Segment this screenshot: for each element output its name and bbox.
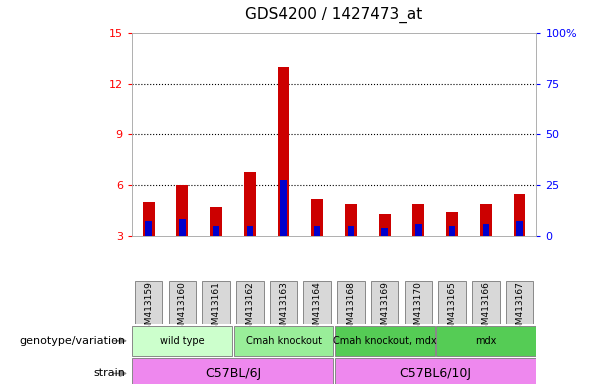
Bar <box>449 226 455 287</box>
FancyBboxPatch shape <box>472 281 500 324</box>
Text: GSM413169: GSM413169 <box>380 281 389 336</box>
Bar <box>413 204 424 287</box>
Text: mdx: mdx <box>475 336 497 346</box>
Text: Cmah knockout, mdx: Cmah knockout, mdx <box>333 336 436 346</box>
Bar <box>348 226 354 287</box>
Text: C57BL6/10J: C57BL6/10J <box>399 367 471 380</box>
FancyBboxPatch shape <box>337 281 365 324</box>
FancyBboxPatch shape <box>169 281 196 324</box>
Bar <box>482 224 489 287</box>
Text: GSM413161: GSM413161 <box>211 281 221 336</box>
Bar <box>480 204 492 287</box>
Bar <box>314 226 321 287</box>
Bar <box>246 226 253 287</box>
Bar <box>345 204 357 287</box>
FancyBboxPatch shape <box>135 281 162 324</box>
Bar <box>280 180 287 287</box>
Bar <box>278 66 289 287</box>
Text: GSM413165: GSM413165 <box>447 281 457 336</box>
Bar <box>436 326 536 356</box>
Text: GSM413170: GSM413170 <box>414 281 423 336</box>
FancyBboxPatch shape <box>371 281 398 324</box>
Bar <box>234 326 333 356</box>
FancyBboxPatch shape <box>405 281 432 324</box>
Bar <box>516 221 523 287</box>
FancyBboxPatch shape <box>438 281 466 324</box>
FancyBboxPatch shape <box>236 281 264 324</box>
Text: wild type: wild type <box>160 336 205 346</box>
Text: GSM413167: GSM413167 <box>515 281 524 336</box>
Text: Cmah knockout: Cmah knockout <box>246 336 321 346</box>
Bar <box>132 358 333 384</box>
Text: strain: strain <box>94 368 126 379</box>
Bar <box>244 172 256 287</box>
Bar <box>335 358 536 384</box>
Text: GSM413163: GSM413163 <box>279 281 288 336</box>
Text: GSM413168: GSM413168 <box>346 281 356 336</box>
FancyBboxPatch shape <box>202 281 230 324</box>
Text: C57BL/6J: C57BL/6J <box>205 367 261 380</box>
Bar <box>446 212 458 287</box>
Bar <box>179 219 186 287</box>
Text: GSM413160: GSM413160 <box>178 281 187 336</box>
Text: genotype/variation: genotype/variation <box>20 336 126 346</box>
Text: GSM413166: GSM413166 <box>481 281 490 336</box>
FancyBboxPatch shape <box>270 281 297 324</box>
Text: GSM413162: GSM413162 <box>245 281 254 336</box>
Bar <box>145 221 152 287</box>
Bar <box>132 326 232 356</box>
Bar <box>381 228 388 287</box>
Bar <box>379 214 390 287</box>
Text: GSM413164: GSM413164 <box>313 281 322 336</box>
Bar <box>143 202 154 287</box>
Bar <box>210 207 222 287</box>
Bar <box>177 185 188 287</box>
Bar <box>213 226 219 287</box>
Bar <box>335 326 435 356</box>
Bar <box>415 224 422 287</box>
FancyBboxPatch shape <box>303 281 331 324</box>
Text: GDS4200 / 1427473_at: GDS4200 / 1427473_at <box>245 7 423 23</box>
Text: GSM413159: GSM413159 <box>144 281 153 336</box>
Bar <box>311 199 323 287</box>
FancyBboxPatch shape <box>506 281 533 324</box>
Bar <box>514 194 525 287</box>
